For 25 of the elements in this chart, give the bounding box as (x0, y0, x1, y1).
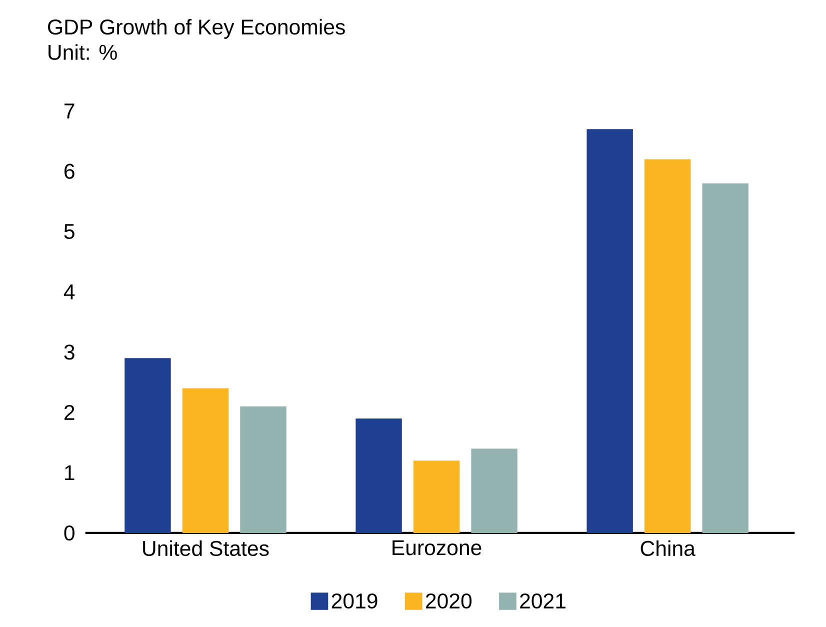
legend-label: 2021 (520, 593, 566, 609)
x-tick-label: Eurozone (392, 540, 482, 556)
x-tick-label: United States (143, 540, 269, 556)
x-tick-label: China (640, 540, 696, 556)
y-tick-label: 5 (64, 224, 74, 240)
chart-subtitle: Unit: % (48, 44, 117, 60)
y-tick-label: 3 (64, 344, 74, 360)
y-tick-label: 7 (64, 104, 74, 118)
bar (471, 448, 518, 533)
legend-label: 2020 (426, 593, 472, 609)
bar (702, 183, 748, 533)
bar (182, 388, 229, 533)
bar (240, 406, 286, 533)
y-tick-label: 1 (65, 465, 74, 480)
bar (356, 418, 402, 533)
y-tick-label: 2 (64, 404, 74, 420)
y-tick-label: 6 (64, 164, 74, 179)
bar (413, 460, 460, 533)
bar (586, 129, 633, 533)
bar (124, 358, 171, 533)
y-tick-label: 4 (64, 284, 75, 300)
legend-label: 2019 (332, 593, 378, 609)
chart-title: GDP Growth of Key Economies (48, 18, 345, 39)
y-tick-label: 0 (64, 525, 74, 541)
bar (644, 159, 691, 533)
